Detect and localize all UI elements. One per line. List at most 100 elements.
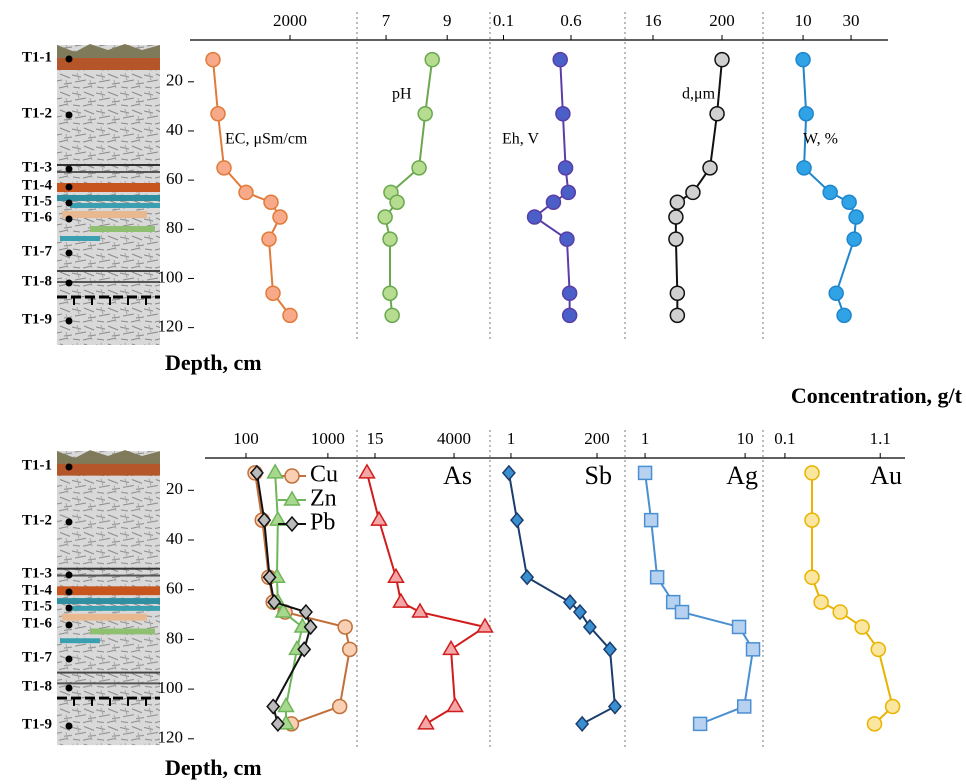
legend-marker: [285, 469, 299, 483]
figure: T1-1T1-2T1-3T1-4T1-5T1-6T1-7T1-8T1-92040…: [0, 0, 966, 784]
data-point: [814, 595, 828, 609]
data-point: [563, 286, 577, 300]
data-point: [553, 53, 567, 67]
data-point: [837, 308, 851, 322]
data-point: [738, 700, 751, 713]
layer-label: T1-1: [22, 49, 52, 65]
data-point: [694, 717, 707, 730]
data-point: [639, 466, 652, 479]
data-point: [268, 465, 283, 478]
x-axis-label: Concentration, g/t: [791, 383, 963, 408]
data-point: [868, 717, 882, 731]
series-label: Eh, V: [502, 131, 539, 148]
data-point: [559, 161, 573, 175]
x-tick-label: 4000: [437, 429, 471, 448]
layer-label: T1-3: [22, 565, 52, 581]
data-point: [847, 232, 861, 246]
data-point: [805, 513, 819, 527]
series-line: [257, 473, 311, 724]
data-point: [733, 620, 746, 633]
data-point: [267, 699, 279, 713]
y-tick-label: 80: [166, 218, 183, 237]
x-tick-label: 200: [709, 11, 735, 30]
data-point: [378, 210, 392, 224]
data-point: [796, 53, 810, 67]
layer-label: T1-9: [22, 311, 52, 327]
x-tick-label: 30: [843, 11, 860, 30]
layer-label: T1-8: [22, 273, 52, 289]
data-point: [418, 716, 433, 729]
x-tick-label: 10: [795, 11, 812, 30]
data-point: [239, 185, 253, 199]
data-point: [359, 465, 374, 478]
layer-dot: [66, 622, 73, 629]
layer-label: T1-6: [22, 209, 53, 225]
layer-label: T1-7: [22, 649, 53, 665]
data-point: [871, 642, 885, 656]
data-point: [444, 641, 459, 654]
data-point: [556, 107, 570, 121]
data-point: [703, 161, 717, 175]
data-point: [797, 161, 811, 175]
data-point: [206, 53, 220, 67]
layer-label: T1-9: [22, 716, 52, 732]
x-tick-label: 100: [233, 429, 259, 448]
layer-dot: [66, 519, 73, 526]
y-tick-label: 120: [158, 728, 184, 747]
data-point: [211, 107, 225, 121]
data-point: [528, 210, 542, 224]
data-point: [670, 308, 684, 322]
layer-dot: [66, 200, 73, 207]
data-point: [521, 570, 533, 584]
layer-dot: [66, 112, 73, 119]
layer-label: T1-2: [22, 512, 52, 528]
x-tick-label: 10: [737, 429, 754, 448]
layer-label: T1-4: [22, 177, 53, 193]
y-tick-label: 20: [166, 71, 183, 90]
data-point: [651, 571, 664, 584]
data-point: [418, 107, 432, 121]
y-tick-label: 120: [158, 317, 184, 336]
layer-dot: [66, 280, 73, 287]
x-tick-label: 1: [507, 429, 516, 448]
data-point: [388, 569, 403, 582]
data-point: [823, 185, 837, 199]
data-point: [805, 570, 819, 584]
soil-column: [57, 44, 160, 345]
series-line: [367, 473, 485, 724]
data-point: [645, 514, 658, 527]
data-point: [855, 620, 869, 634]
data-point: [805, 466, 819, 480]
data-point: [333, 699, 347, 713]
data-point: [390, 195, 404, 209]
x-tick-label: 0.1: [774, 429, 795, 448]
data-point: [503, 466, 515, 480]
x-tick-label: 9: [443, 11, 452, 30]
data-point: [563, 308, 577, 322]
data-point: [264, 195, 278, 209]
data-point: [511, 513, 523, 527]
data-point: [546, 195, 560, 209]
data-point: [842, 195, 856, 209]
data-point: [686, 185, 700, 199]
data-point: [278, 698, 293, 711]
layer-label: T1-4: [22, 582, 53, 598]
data-point: [338, 620, 352, 634]
x-tick-label: 1.1: [870, 429, 891, 448]
y-tick-label: 60: [166, 579, 183, 598]
data-point: [669, 232, 683, 246]
data-point: [413, 604, 428, 617]
layer-dot: [66, 589, 73, 596]
series-label: W, %: [803, 131, 838, 148]
data-point: [886, 699, 900, 713]
series-label: Sb: [585, 461, 612, 490]
data-point: [425, 53, 439, 67]
data-point: [393, 594, 408, 607]
x-tick-label: 1000: [311, 429, 345, 448]
data-point: [343, 642, 357, 656]
x-tick-label: 1: [641, 429, 650, 448]
data-point: [266, 286, 280, 300]
y-axis-label: Depth, cm: [165, 350, 262, 375]
data-point: [383, 232, 397, 246]
data-point: [747, 643, 760, 656]
